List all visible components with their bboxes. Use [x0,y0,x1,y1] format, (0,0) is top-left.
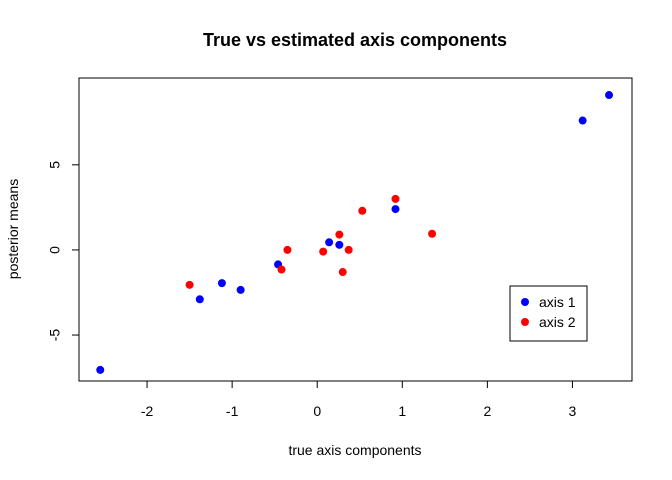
data-point-axis-1 [325,238,334,247]
data-point-axis-2 [344,245,353,254]
legend-box [509,285,588,342]
data-point-axis-2 [319,247,328,256]
y-tick-label: -5 [47,329,63,342]
y-axis-label: posterior means [5,179,21,279]
x-axis: -2 -1 0 1 2 3 [141,380,577,419]
x-tick-label: 2 [483,403,491,419]
data-point-axis-1 [391,205,400,214]
chart-title: True vs estimated axis components [203,30,507,50]
x-tick-label: -2 [141,403,154,419]
x-tick-label: 3 [569,403,577,419]
x-tick-label: 1 [398,403,406,419]
x-axis-label: true axis components [288,442,421,458]
data-points [96,91,614,374]
legend: axis 1 axis 2 [509,285,588,342]
data-point-axis-1 [217,279,226,288]
data-point-axis-2 [338,268,347,277]
data-point-axis-2 [277,265,286,274]
data-point-axis-2 [428,229,437,238]
data-point-axis-2 [185,280,194,289]
x-tick-label: 0 [313,403,321,419]
data-point-axis-2 [335,230,344,239]
legend-marker-axis-1 [521,298,529,306]
legend-marker-axis-2 [521,318,529,326]
legend-label-axis-1: axis 1 [539,294,576,310]
data-point-axis-1 [578,116,587,125]
data-point-axis-2 [358,206,367,215]
data-point-axis-1 [236,285,245,294]
y-tick-label: 5 [47,161,63,169]
data-point-axis-1 [605,91,614,100]
y-tick-label: 0 [47,246,63,254]
data-point-axis-1 [335,240,344,249]
data-point-axis-2 [391,194,400,203]
legend-label-axis-2: axis 2 [539,314,576,330]
data-point-axis-1 [195,295,204,304]
x-tick-label: -1 [226,403,239,419]
data-point-axis-2 [283,245,292,254]
y-axis: -5 0 5 [47,161,80,342]
data-point-axis-1 [96,365,105,374]
